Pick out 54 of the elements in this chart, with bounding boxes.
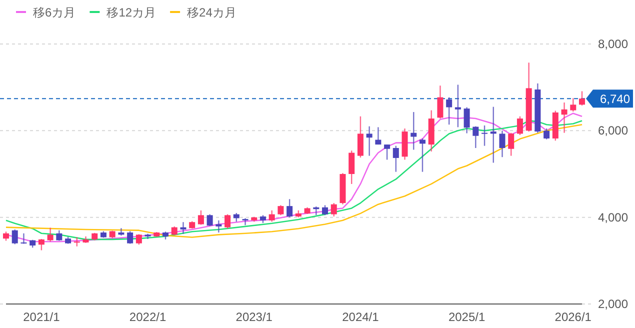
candlestick (224, 214, 231, 230)
candlestick (472, 126, 479, 149)
candlestick (446, 96, 452, 126)
candlestick (3, 231, 9, 242)
candlestick (348, 150, 355, 185)
candlestick (38, 238, 44, 251)
candlestick (286, 198, 293, 218)
x-tick-label: 2022/1 (129, 310, 166, 324)
candlestick (499, 130, 506, 158)
candlestick (242, 218, 248, 226)
candlestick (268, 210, 275, 222)
candlestick (384, 144, 390, 160)
x-tick-label: 2025/1 (448, 310, 486, 324)
candlestick (561, 102, 568, 134)
candlestick (198, 210, 204, 226)
legend-label: 移24カ月 (187, 6, 236, 20)
legend-label: 移12カ月 (106, 6, 156, 20)
candlestick (12, 228, 18, 245)
candlestick (464, 106, 470, 134)
candlestick (20, 232, 27, 244)
candlestick (570, 98, 576, 112)
candlestick (180, 222, 186, 234)
candlestick (216, 220, 222, 234)
y-tick-label: 2,000 (598, 297, 628, 311)
candlestick (127, 230, 134, 244)
candlestick (330, 202, 337, 218)
ref-line-label: 6,740 (600, 92, 630, 106)
candlestick (74, 236, 80, 247)
candlestick (47, 227, 54, 242)
candlestick (118, 228, 124, 236)
candlestick (322, 204, 328, 216)
y-tick-label: 4,000 (598, 210, 628, 224)
candlestick (136, 234, 142, 246)
y-tick-label: 6,000 (598, 124, 628, 138)
x-tick-label: 2026/1 (554, 310, 592, 324)
candlestick (454, 84, 461, 128)
candlestick (357, 116, 364, 158)
y-tick-label: 8,000 (598, 37, 628, 51)
candlestick (490, 106, 496, 164)
candlestick (366, 126, 372, 156)
candlestick (437, 85, 444, 120)
x-tick-label: 2021/1 (23, 310, 60, 324)
candlestick (278, 204, 284, 216)
candlestick (508, 132, 514, 156)
x-tick-label: 2023/1 (236, 310, 273, 324)
legend-label: 移6カ月 (33, 6, 76, 20)
candlestick (392, 145, 399, 172)
x-tick-label: 2024/1 (342, 310, 380, 324)
candlestick (516, 116, 523, 136)
candlestick (482, 124, 488, 146)
candlestick (375, 126, 382, 146)
candlestick (206, 214, 213, 227)
candlestick (579, 90, 585, 106)
candlestick (544, 128, 550, 140)
